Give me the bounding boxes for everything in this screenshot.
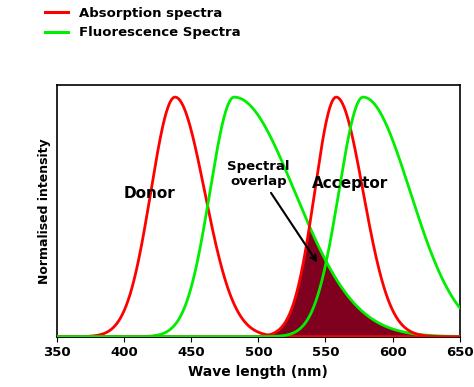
- Text: Donor: Donor: [124, 186, 176, 201]
- Text: Spectral
overlap: Spectral overlap: [227, 160, 316, 260]
- Y-axis label: Normalised intensity: Normalised intensity: [38, 138, 51, 284]
- Text: Acceptor: Acceptor: [312, 176, 388, 191]
- X-axis label: Wave length (nm): Wave length (nm): [188, 365, 328, 379]
- Legend: Absorption spectra, Fluorescence Spectra: Absorption spectra, Fluorescence Spectra: [45, 7, 240, 39]
